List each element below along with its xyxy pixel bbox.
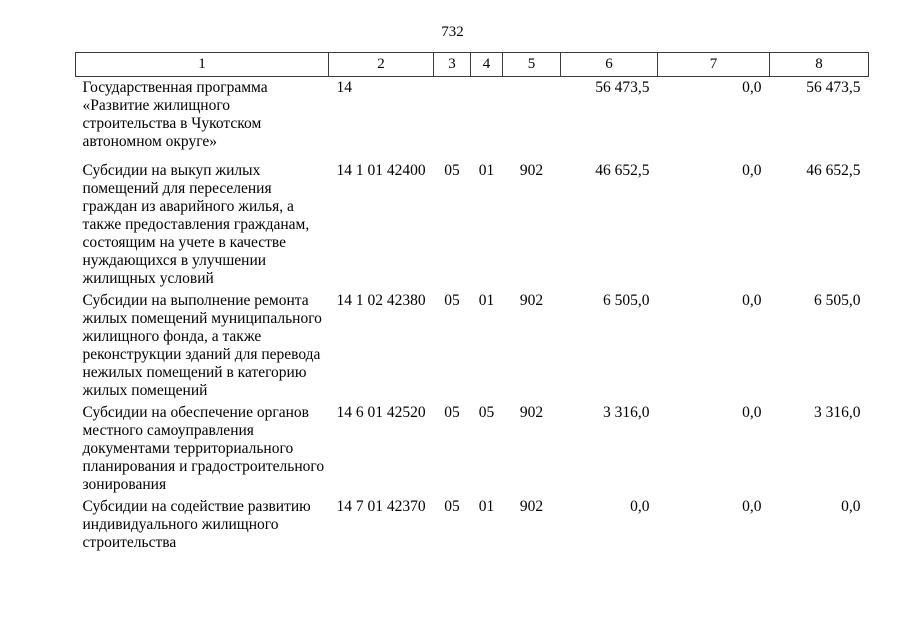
amount-col6-cell: 6 505,0 bbox=[603, 292, 650, 309]
code-cell: 14 7 01 42370 bbox=[336, 498, 426, 515]
amount-col7-cell: 0,0 bbox=[742, 292, 762, 309]
header-cell-8: 8 bbox=[769, 52, 869, 77]
col5-cell: 902 bbox=[519, 498, 544, 515]
header-cell-7: 7 bbox=[657, 52, 770, 77]
col3-cell: 05 bbox=[444, 162, 460, 179]
table-row: Субсидии на выполнение ремонта жилых пом… bbox=[76, 290, 869, 402]
col4-cell: 01 bbox=[478, 162, 495, 179]
col4-cell: 01 bbox=[478, 292, 495, 309]
name-cell: Государственная программа «Развитие жили… bbox=[82, 79, 268, 150]
amount-col7-cell: 0,0 bbox=[742, 162, 762, 179]
col5-cell: 902 bbox=[519, 404, 544, 421]
table-row: Субсидии на выкуп жилых помещений для пе… bbox=[76, 160, 869, 290]
code-cell: 14 6 01 42520 bbox=[336, 404, 426, 421]
amount-col6-cell: 0,0 bbox=[630, 498, 650, 515]
amount-col7-cell: 0,0 bbox=[742, 79, 762, 96]
col3-cell: 05 bbox=[444, 292, 460, 309]
amount-col8-cell: 0,0 bbox=[841, 498, 861, 515]
col5-cell: 902 bbox=[519, 292, 544, 309]
col3-cell: 05 bbox=[444, 498, 460, 515]
name-cell: Субсидии на выкуп жилых помещений для пе… bbox=[82, 162, 310, 287]
col5-cell bbox=[503, 77, 561, 161]
amount-col6-cell: 56 473,5 bbox=[595, 79, 650, 96]
header-cell-3: 3 bbox=[433, 52, 471, 77]
name-cell: Субсидии на содействие развитию индивиду… bbox=[82, 498, 311, 551]
col4-cell bbox=[471, 77, 503, 161]
code-cell: 14 bbox=[336, 79, 353, 96]
amount-col6-cell: 46 652,5 bbox=[595, 162, 650, 179]
col5-cell: 902 bbox=[519, 162, 544, 179]
table-row: Субсидии на содействие развитию индивиду… bbox=[76, 496, 869, 554]
col4-cell: 01 bbox=[478, 498, 495, 515]
amount-col8-cell: 56 473,5 bbox=[806, 79, 861, 96]
col3-cell: 05 bbox=[444, 404, 460, 421]
amount-col8-cell: 6 505,0 bbox=[814, 292, 861, 309]
code-cell: 14 1 02 42380 bbox=[336, 292, 426, 309]
header-cell-5: 5 bbox=[502, 52, 561, 77]
header-cell-6: 6 bbox=[560, 52, 658, 77]
table-row: Субсидии на обеспечение органов местного… bbox=[76, 402, 869, 496]
table-body: Государственная программа «Развитие жили… bbox=[76, 77, 869, 555]
amount-col8-cell: 46 652,5 bbox=[806, 162, 861, 179]
col3-cell bbox=[434, 77, 471, 161]
amount-col6-cell: 3 316,0 bbox=[603, 404, 650, 421]
header-cell-1: 1 bbox=[75, 52, 329, 77]
amount-col7-cell: 0,0 bbox=[742, 498, 762, 515]
amount-col8-cell: 3 316,0 bbox=[814, 404, 861, 421]
code-cell: 14 1 01 42400 bbox=[336, 162, 426, 179]
header-cell-2: 2 bbox=[328, 52, 434, 77]
col4-cell: 05 bbox=[478, 404, 495, 421]
header-cell-4: 4 bbox=[470, 52, 503, 77]
amount-col7-cell: 0,0 bbox=[742, 404, 762, 421]
page-number: 732 bbox=[441, 24, 464, 40]
name-cell: Субсидии на обеспечение органов местного… bbox=[82, 404, 325, 493]
table-row: Государственная программа «Развитие жили… bbox=[76, 77, 869, 161]
name-cell: Субсидии на выполнение ремонта жилых пом… bbox=[82, 292, 322, 399]
